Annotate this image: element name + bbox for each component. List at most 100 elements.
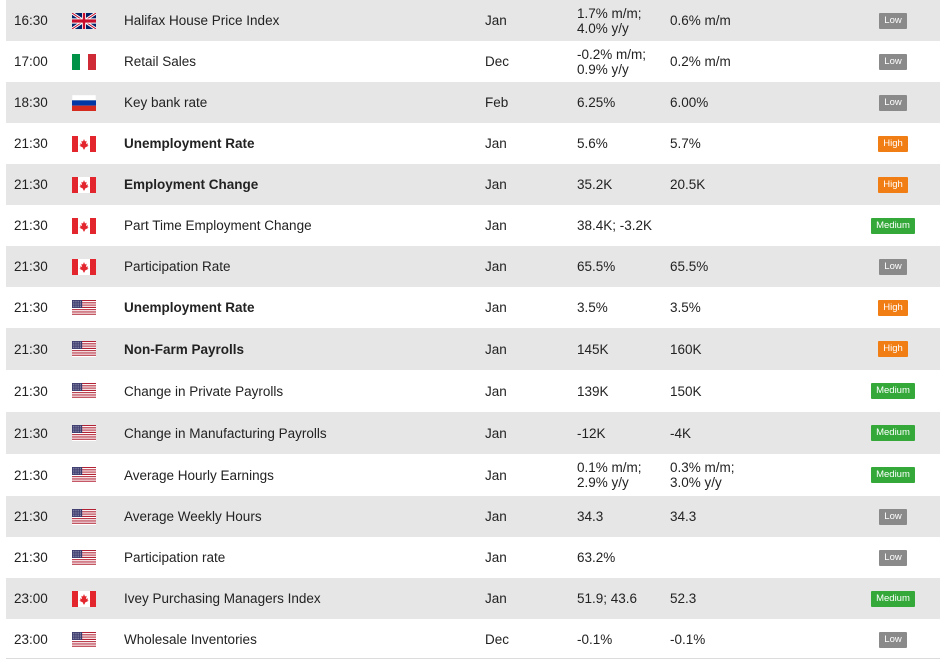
event-forecast: -0.1% [670,632,706,647]
event-time: 21:30 [14,467,48,483]
event-period: Feb [485,95,509,110]
impact-badge: Medium [871,425,915,441]
table-row[interactable]: 21:30 Change in Private Payrolls Jan 139K 15… [6,370,940,412]
canada-flag-icon [72,176,96,193]
event-period: Dec [485,54,510,69]
table-row[interactable]: 21:30 Participation rate Jan 63.2% Low [6,537,940,578]
impact-badge: High [878,135,908,152]
event-time: 21:30 [14,383,48,399]
impact-badge: Low [879,12,907,29]
country-flag [72,454,96,496]
impact-cell: High [867,123,919,164]
usa-flag-icon [72,425,96,441]
country-flag [72,246,96,287]
event-name[interactable]: Change in Private Payrolls [124,383,284,399]
event-actual: 3.5% [577,300,608,315]
event-time: 21:30 [14,136,48,151]
table-row[interactable]: 17:00 Retail Sales Dec -0.2% m/m; 0.9% y/y 0… [6,41,940,82]
usa-flag-icon [72,341,96,357]
event-time: 21:30 [14,341,48,357]
impact-badge: High [878,176,908,193]
event-name[interactable]: Part Time Employment Change [124,218,312,233]
event-name[interactable]: Employment Change [124,177,259,192]
event-time: 21:30 [14,550,48,565]
table-row[interactable]: 21:30 Average Weekly Hours Jan 34.3 34.3 Low [6,496,940,537]
event-period: Jan [485,550,507,565]
event-name[interactable]: Change in Manufacturing Payrolls [124,425,327,441]
event-forecast: 0.2% m/m [670,54,731,69]
event-name[interactable]: Participation rate [124,550,226,565]
table-row[interactable]: 21:30 Participation Rate Jan 65.5% 65.5% Low [6,246,940,287]
table-row[interactable]: 18:30 Key bank rate Feb 6.25% 6.00% Low [6,82,940,123]
event-time: 16:30 [14,13,48,28]
event-actual: 35.2K [577,177,613,192]
table-row[interactable]: 21:30 Average Hourly Earnings Jan 0.1% m/m;… [6,454,940,496]
event-forecast: 0.6% m/m [670,13,731,28]
event-actual: 145K [577,341,609,357]
event-actual: 34.3 [577,509,604,524]
event-name[interactable]: Average Weekly Hours [124,509,262,524]
impact-cell: Medium [867,412,919,454]
event-name[interactable]: Ivey Purchasing Managers Index [124,591,321,606]
country-flag [72,287,96,328]
event-forecast: 3.5% [670,300,701,315]
table-row[interactable]: 21:30 Unemployment Rate Jan 3.5% 3.5% High [6,287,940,328]
table-row[interactable]: 23:00 Wholesale Inventories Dec -0.1% -0.1% L… [6,619,940,660]
table-row[interactable]: 21:30 Part Time Employment Change Jan 38.4K… [6,205,940,246]
country-flag [72,412,96,454]
event-forecast: 65.5% [670,259,709,274]
event-time: 21:30 [14,218,48,233]
event-time: 21:30 [14,425,48,441]
usa-flag-icon [72,299,96,316]
event-name[interactable]: Average Hourly Earnings [124,467,274,483]
event-time: 23:00 [14,591,48,606]
event-forecast: 34.3 [670,509,697,524]
table-row[interactable]: 21:30 Change in Manufacturing Payrolls Jan… [6,412,940,454]
event-actual: -12K [577,425,606,441]
table-row[interactable]: 21:30 Employment Change Jan 35.2K 20.5K High [6,164,940,205]
event-name[interactable]: Participation Rate [124,259,231,274]
impact-cell: Medium [867,578,919,619]
impact-badge: Low [879,549,907,566]
canada-flag-icon [72,258,96,275]
event-forecast: 52.3 [670,591,697,606]
event-period: Jan [485,341,507,357]
event-period: Jan [485,509,507,524]
impact-cell: High [867,287,919,328]
event-actual: 63.2% [577,550,616,565]
event-actual: 139K [577,383,609,399]
impact-badge: Medium [871,590,915,607]
event-period: Jan [485,300,507,315]
country-flag [72,619,96,660]
canada-flag-icon [72,217,96,234]
country-flag [72,164,96,205]
impact-badge: Medium [871,467,915,483]
event-name[interactable]: Retail Sales [124,54,197,69]
event-name[interactable]: Key bank rate [124,95,208,110]
event-forecast: 6.00% [670,95,709,110]
table-row[interactable]: 21:30 Non-Farm Payrolls Jan 145K 160K High [6,328,940,370]
event-period: Jan [485,177,507,192]
event-time: 21:30 [14,177,48,192]
event-name[interactable]: Unemployment Rate [124,136,255,151]
event-name[interactable]: Wholesale Inventories [124,632,257,647]
event-actual: 38.4K; -3.2K [577,218,653,233]
event-period: Jan [485,218,507,233]
impact-badge: Low [879,53,907,70]
usa-flag-icon [72,631,96,648]
event-actual: 5.6% [577,136,608,151]
table-row[interactable]: 16:30 Halifax House Price Index Jan 1.7% m/… [6,0,940,41]
table-row[interactable]: 21:30 Unemployment Rate Jan 5.6% 5.7% High [6,123,940,164]
impact-cell: High [867,328,919,370]
country-flag [72,82,96,123]
country-flag [72,41,96,82]
table-row[interactable]: 23:00 Ivey Purchasing Managers Index Jan 51… [6,578,940,619]
event-name[interactable]: Halifax House Price Index [124,13,280,28]
russia-flag-icon [72,94,96,111]
country-flag [72,370,96,412]
event-time: 18:30 [14,95,48,110]
country-flag [72,123,96,164]
event-name[interactable]: Unemployment Rate [124,300,255,315]
impact-badge: Low [879,94,907,111]
event-name[interactable]: Non-Farm Payrolls [124,341,245,357]
